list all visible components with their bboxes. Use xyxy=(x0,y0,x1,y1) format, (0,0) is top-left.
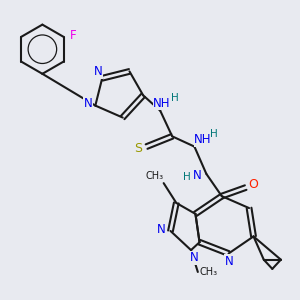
Text: F: F xyxy=(70,29,76,42)
Text: N: N xyxy=(190,251,199,264)
Text: CH₃: CH₃ xyxy=(145,171,163,181)
Text: S: S xyxy=(134,142,142,155)
Text: H: H xyxy=(171,93,178,103)
Text: CH₃: CH₃ xyxy=(199,267,217,277)
Text: N: N xyxy=(225,254,234,268)
Text: NH: NH xyxy=(153,97,171,110)
Text: N: N xyxy=(94,65,102,78)
Text: H: H xyxy=(210,129,218,139)
Text: N: N xyxy=(192,169,201,182)
Text: H: H xyxy=(183,172,190,182)
Text: NH: NH xyxy=(194,133,212,146)
Text: N: N xyxy=(157,223,165,236)
Text: O: O xyxy=(248,178,258,191)
Text: N: N xyxy=(83,98,92,110)
